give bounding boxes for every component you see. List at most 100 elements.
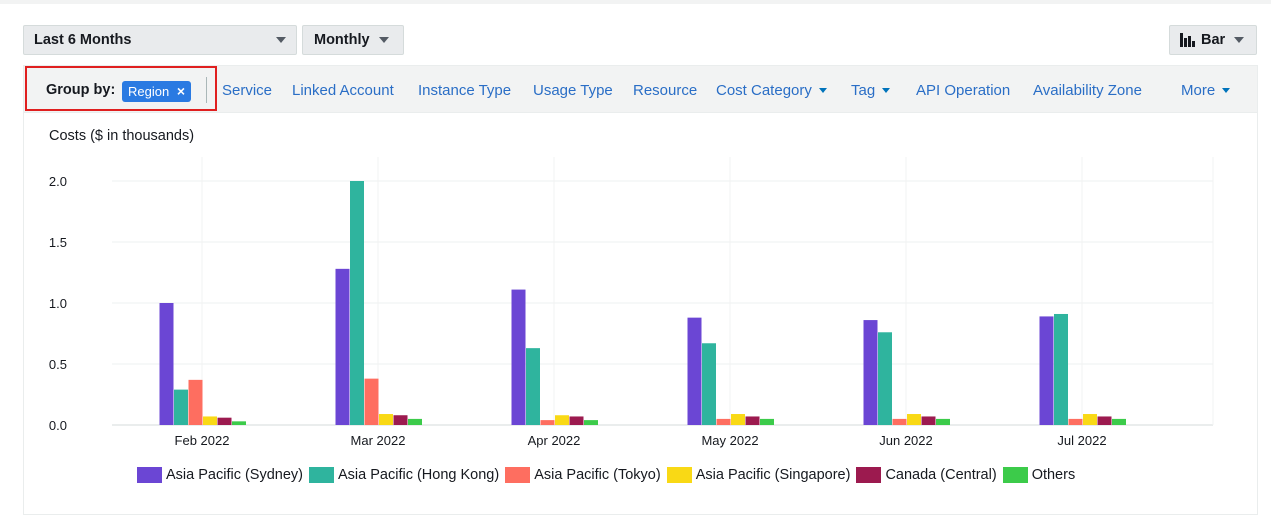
bar — [1054, 313, 1068, 425]
legend-item[interactable]: Others — [1002, 467, 1076, 483]
legend-item[interactable]: Asia Pacific (Sydney) — [137, 467, 303, 483]
legend-label: Asia Pacific (Sydney) — [166, 467, 303, 483]
bar-chart-icon — [1180, 33, 1196, 47]
caret-down-icon — [818, 88, 827, 93]
y-tick-label: 0.5 — [49, 357, 67, 372]
more-dropdown[interactable]: More — [1181, 82, 1231, 99]
group-by-resource[interactable]: Resource — [633, 82, 698, 99]
group-by-cost-category[interactable]: Cost Category — [716, 82, 827, 99]
bar — [203, 416, 217, 425]
bar — [1112, 418, 1126, 425]
legend-label: Asia Pacific (Singapore) — [695, 467, 851, 483]
caret-down-icon — [378, 37, 389, 43]
bar — [863, 320, 878, 425]
legend-swatch — [1002, 467, 1028, 483]
bar — [379, 414, 393, 425]
bar — [232, 421, 246, 425]
bar — [584, 420, 598, 425]
bar — [408, 418, 422, 425]
y-tick-label: 1.5 — [49, 235, 67, 250]
x-tick-label: Mar 2022 — [351, 433, 406, 448]
bar — [878, 332, 892, 425]
legend-item[interactable]: Asia Pacific (Tokyo) — [505, 467, 661, 483]
chart-type-select[interactable]: Bar — [1169, 25, 1257, 55]
bar — [716, 418, 731, 425]
bar — [760, 418, 774, 425]
y-tick-label: 0.0 — [49, 418, 67, 433]
group-by-label: Group by: — [46, 82, 116, 98]
chart-type-label: Bar — [1201, 32, 1226, 48]
legend-label: Asia Pacific (Tokyo) — [534, 467, 661, 483]
legend-label: Asia Pacific (Hong Kong) — [338, 467, 500, 483]
bar — [511, 289, 526, 425]
bar — [555, 415, 569, 425]
bar — [892, 418, 907, 425]
bar — [335, 268, 350, 425]
group-by-api-operation[interactable]: API Operation — [916, 82, 1011, 99]
group-by-bar — [23, 65, 1258, 113]
y-tick-label: 2.0 — [49, 174, 67, 189]
bar — [1097, 416, 1112, 425]
caret-down-icon — [276, 37, 286, 43]
legend-label: Canada (Central) — [885, 467, 997, 483]
caret-down-icon — [882, 88, 891, 93]
y-tick-label: 1.0 — [49, 296, 67, 311]
caret-down-icon — [1222, 88, 1231, 93]
bar — [1039, 316, 1054, 425]
x-tick-label: Jul 2022 — [1057, 433, 1106, 448]
region-filter-chip[interactable]: Region × — [122, 81, 191, 102]
group-by-tag[interactable]: Tag — [851, 82, 891, 99]
granularity-select[interactable]: Monthly — [302, 25, 404, 55]
legend-swatch — [856, 467, 882, 483]
legend-label: Others — [1031, 467, 1076, 483]
bar — [540, 420, 555, 425]
date-range-label: Last 6 Months — [34, 32, 132, 48]
legend-swatch — [505, 467, 531, 483]
bar — [921, 416, 936, 425]
x-tick-label: Apr 2022 — [528, 433, 581, 448]
x-tick-label: Feb 2022 — [175, 433, 230, 448]
legend-item[interactable]: Asia Pacific (Singapore) — [666, 467, 851, 483]
bar — [687, 317, 702, 425]
group-by-availability-zone[interactable]: Availability Zone — [1033, 82, 1142, 99]
bar — [174, 389, 188, 425]
bar — [217, 417, 232, 425]
close-icon[interactable]: × — [176, 83, 185, 99]
legend-item[interactable]: Canada (Central) — [856, 467, 997, 483]
highlight-box — [25, 66, 217, 111]
group-by-service[interactable]: Service — [222, 82, 273, 99]
caret-down-icon — [1234, 37, 1245, 43]
bar — [526, 348, 540, 425]
bar — [936, 418, 950, 425]
legend-swatch — [137, 467, 162, 483]
top-border — [0, 0, 1271, 4]
bar — [569, 416, 584, 425]
legend-swatch — [666, 467, 692, 483]
bar — [731, 414, 745, 425]
group-by-usage-type[interactable]: Usage Type — [533, 82, 613, 99]
chart-panel — [23, 113, 1258, 515]
group-by-instance-type[interactable]: Instance Type — [418, 82, 512, 99]
chart-legend: Asia Pacific (Sydney) Asia Pacific (Hong … — [137, 465, 1081, 485]
x-tick-label: May 2022 — [701, 433, 758, 448]
chip-label: Region — [128, 84, 170, 99]
bar — [188, 379, 203, 425]
bar — [1083, 414, 1097, 425]
bar — [393, 415, 408, 425]
bar — [1068, 418, 1083, 425]
bar — [745, 416, 760, 425]
legend-swatch — [309, 467, 334, 483]
bar — [159, 303, 174, 425]
bar — [702, 343, 716, 425]
x-tick-label: Jun 2022 — [879, 433, 933, 448]
y-axis-title: Costs ($ in thousands) — [49, 128, 195, 144]
bar — [350, 181, 364, 425]
divider — [206, 77, 207, 103]
group-by-linked-account[interactable]: Linked Account — [292, 82, 394, 99]
bar — [364, 378, 379, 425]
granularity-label: Monthly — [314, 32, 370, 48]
legend-item[interactable]: Asia Pacific (Hong Kong) — [309, 467, 499, 483]
date-range-select[interactable]: Last 6 Months — [23, 25, 297, 55]
